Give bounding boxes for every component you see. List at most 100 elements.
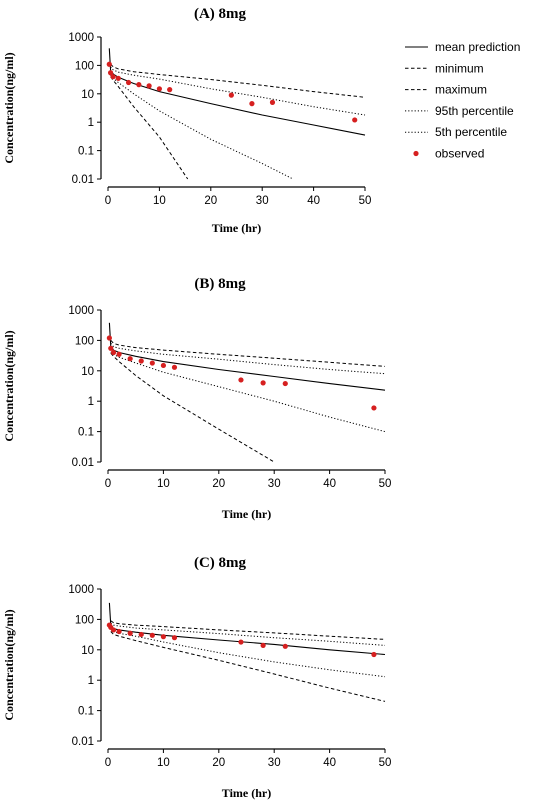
y-tick-label: 0.01 [72,457,94,469]
observed-point [260,380,266,386]
observed-point [149,632,155,638]
x-tick-label: 0 [105,757,111,769]
x-tick-label: 20 [204,195,217,207]
maximum-line [110,620,386,640]
x-tick-label: 0 [105,478,111,490]
observed-point [149,360,155,366]
observed-point [371,405,377,411]
x-axis-label: Time (hr) [222,786,271,800]
x-tick-label: 40 [323,757,336,769]
observed-point [171,635,178,641]
x-tick-label: 50 [379,478,392,490]
x-tick-label: 50 [359,195,372,207]
observed-point [146,83,152,89]
x-tick-label: 30 [268,757,281,769]
observed-point [167,87,173,93]
x-tick-label: 20 [212,478,225,490]
observed-point [110,627,117,633]
minimum-line [110,76,189,180]
minimum-line [110,631,386,702]
observed-point [156,86,162,92]
x-tick-label: 10 [157,478,170,490]
y-tick-label: 1 [88,117,94,129]
legend-item-maximum: maximum [405,83,487,97]
y-tick-label: 100 [75,614,94,626]
observed-point [125,79,132,86]
x-axis-label: Time (hr) [212,221,261,235]
y-tick-label: 1 [88,675,94,687]
legend-label: maximum [435,83,487,97]
observed-point [282,380,288,387]
y-tick-label: 0.1 [78,146,94,158]
y-tick-label: 0.01 [72,174,94,186]
observed-point [116,351,122,357]
x-tick-label: 20 [212,757,225,769]
observed-point [171,364,178,370]
observed-point [110,349,117,356]
chart-title: (C) 8mg [194,555,247,571]
legend: mean prediction minimum maximum 95th percen… [405,40,520,161]
y-tick-label: 0.01 [72,736,94,748]
observed-point [238,377,244,383]
x-tick-label: 10 [157,757,170,769]
chart-panel-3: (C) 8mg 1000 100 10 1 0.1 0.01 0 10 20 30 40 50 Time … [2,555,391,800]
y-tick-label: 1 [88,396,94,408]
observed-point [110,74,116,80]
observed-point [238,639,244,645]
observed-point [260,642,266,648]
observed-point [127,356,133,362]
y-axis-label: Concentration(ng/ml) [2,52,16,163]
y-tick-label: 0.1 [78,706,94,718]
observed-point [352,117,358,123]
legend-label: mean prediction [435,40,520,54]
observed-point [127,630,133,636]
observed-point [160,634,166,640]
y-axis-label: Concentration(ng/ml) [2,330,16,441]
chart-title: (A) 8mg [194,6,247,22]
x-axis-label: Time (hr) [222,507,271,521]
y-tick-label: 10 [81,89,94,101]
y-tick-label: 100 [75,60,94,72]
y-tick-label: 1000 [68,305,94,317]
y-axis-label: Concentration(ng/ml) [2,609,16,720]
legend-item-95th-percentile: 95th percentile [405,104,514,118]
legend-label: 95th percentile [435,104,514,118]
observed-point [160,362,166,369]
observed-point [138,631,144,638]
x-tick-label: 10 [153,195,166,207]
legend-label: minimum [435,61,484,75]
5th-percentile-line [110,628,386,678]
legend-item-5th-percentile: 5th percentile [405,125,507,139]
x-tick-label: 0 [105,195,111,207]
95th-percentile-line [110,342,386,375]
legend-item-observed: observed [413,147,484,161]
observed-point [116,628,122,635]
legend-swatch [413,150,419,157]
legend-label: 5th percentile [435,125,507,139]
legend-item-minimum: minimum [405,61,484,75]
observed-point [249,101,255,107]
observed-point [106,61,112,67]
maximum-line [110,63,366,98]
observed-point [269,99,276,105]
minimum-line [110,352,275,463]
x-tick-label: 40 [307,195,320,207]
y-tick-label: 10 [81,366,94,378]
y-tick-label: 0.1 [78,427,94,439]
observed-point [115,75,121,81]
y-tick-label: 1000 [68,32,94,44]
observed-point [371,651,377,658]
observed-point [138,358,144,364]
observed-point [107,70,114,76]
mean-prediction-line [108,48,366,136]
observed-point [108,345,114,351]
x-tick-label: 40 [323,478,336,490]
chart-panel-2: (B) 8mg 1000 100 10 1 0.1 0.01 0 10 20 30 40 50 Time … [2,276,391,521]
y-tick-label: 10 [81,645,94,657]
x-tick-label: 30 [268,478,281,490]
observed-point [228,92,234,98]
maximum-line [110,340,386,367]
x-tick-label: 30 [256,195,269,207]
5th-percentile-line [110,74,294,180]
